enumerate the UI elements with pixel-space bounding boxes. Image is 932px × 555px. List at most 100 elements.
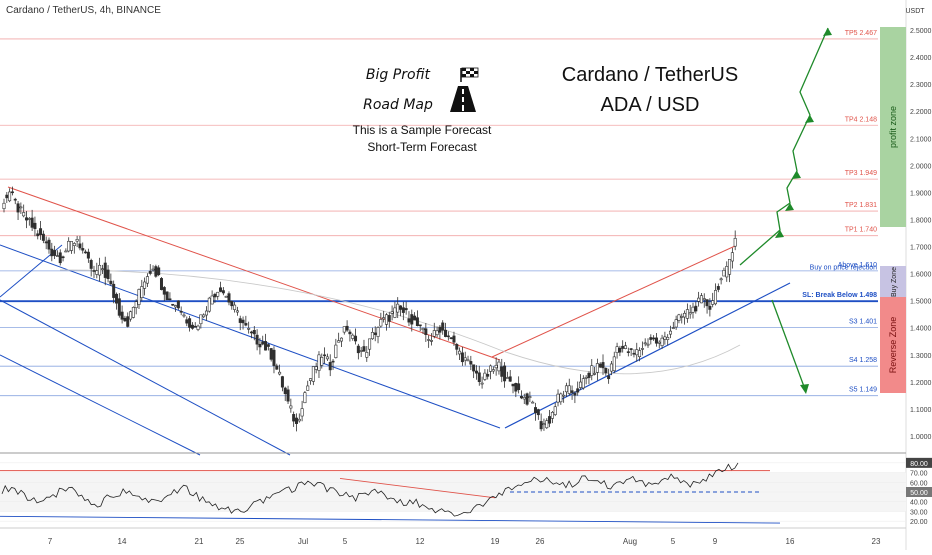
candle-body	[145, 276, 149, 284]
candle-body	[444, 329, 448, 337]
candle-body	[449, 337, 453, 339]
candle-body	[134, 301, 138, 309]
candle-body	[609, 363, 613, 372]
candle-body	[269, 348, 273, 360]
candle-body	[663, 336, 667, 340]
candle-body	[219, 287, 223, 292]
candle-body	[660, 337, 664, 346]
candle-body	[373, 332, 377, 335]
candle-body	[53, 250, 57, 256]
candle-body	[16, 203, 20, 213]
candle-body	[691, 306, 695, 313]
road-map-text: Road Map	[363, 97, 433, 113]
candle-body	[258, 343, 262, 348]
candle-body	[505, 377, 509, 379]
candle-body	[570, 390, 574, 393]
candle-body	[427, 339, 431, 341]
candle-body	[638, 350, 642, 358]
candle-body	[486, 374, 490, 377]
ascending-support-line	[504, 282, 791, 429]
candle-body	[241, 319, 245, 324]
candle-body	[204, 310, 208, 316]
candle-body	[359, 350, 363, 352]
candle-body	[255, 334, 259, 345]
candle-body	[331, 360, 335, 363]
candle-body	[685, 309, 689, 319]
level-label-tp3: TP3 1.949	[845, 170, 877, 177]
candle-body	[624, 345, 628, 349]
candle-body	[50, 248, 54, 257]
candle-body	[393, 307, 397, 318]
candle-body	[78, 243, 82, 249]
candle-body	[61, 256, 65, 259]
candle-body	[680, 316, 684, 318]
candle-body	[497, 361, 501, 372]
candle-body	[649, 337, 653, 340]
rsi-tick-label: 40.00	[910, 500, 928, 507]
candle-body	[148, 270, 152, 274]
candle-body	[252, 330, 256, 335]
forecast-down-arrow	[771, 299, 807, 393]
candle-body	[199, 314, 203, 325]
candle-body	[188, 318, 192, 328]
candle-body	[401, 307, 405, 313]
level-label-s3: S3 1.401	[849, 318, 877, 325]
candle-body	[69, 241, 73, 251]
candle-body	[33, 222, 37, 230]
candle-body	[117, 298, 121, 316]
candle-body	[235, 310, 239, 313]
candle-body	[280, 376, 284, 388]
price-tick-label: 1.4000	[910, 326, 932, 333]
candle-body	[429, 340, 433, 342]
candle-body	[193, 325, 197, 328]
candle-body	[286, 389, 290, 402]
candle-body	[640, 348, 644, 350]
candle-body	[725, 266, 729, 278]
candle-body	[669, 330, 673, 335]
candle-body	[230, 301, 234, 307]
candle-body	[2, 202, 6, 209]
price-tick-label: 1.1000	[910, 407, 932, 414]
candle-body	[480, 382, 484, 385]
candle-body	[249, 331, 253, 334]
candle-body	[75, 239, 79, 242]
candle-body	[483, 372, 487, 380]
candle-body	[311, 366, 315, 382]
candle-body	[536, 409, 540, 416]
candle-body	[317, 354, 321, 371]
candle-body	[98, 264, 102, 276]
candle-body	[643, 342, 647, 345]
candle-body	[382, 317, 386, 320]
candle-body	[227, 293, 231, 303]
date-tick-label: 19	[491, 537, 500, 546]
candle-body	[579, 381, 583, 388]
candle-body	[179, 311, 183, 313]
level-label-tp4: TP4 2.148	[845, 116, 877, 123]
candle-body	[123, 317, 127, 322]
candle-body	[584, 376, 588, 379]
candle-body	[264, 341, 268, 351]
candle-body	[567, 385, 571, 394]
candle-body	[500, 366, 504, 377]
rsi-trend-line	[339, 477, 496, 499]
candle-body	[441, 322, 445, 331]
candle-body	[84, 251, 88, 254]
price-tick-label: 2.2000	[910, 109, 932, 116]
candle-body	[297, 418, 301, 422]
candle-body	[635, 349, 639, 356]
candle-body	[224, 296, 228, 298]
arrow-head-icon	[805, 115, 814, 123]
candle-body	[64, 250, 68, 253]
arrow-head-icon	[800, 384, 809, 394]
candle-body	[626, 351, 630, 353]
candle-body	[612, 356, 616, 372]
price-tick-label: 1.5000	[910, 299, 932, 306]
price-tick-label: 2.4000	[910, 55, 932, 62]
candle-body	[176, 300, 180, 309]
candle-body	[272, 349, 276, 366]
candle-body	[683, 312, 687, 318]
candle-body	[151, 268, 155, 271]
candle-body	[410, 314, 414, 325]
candle-body	[539, 421, 543, 430]
